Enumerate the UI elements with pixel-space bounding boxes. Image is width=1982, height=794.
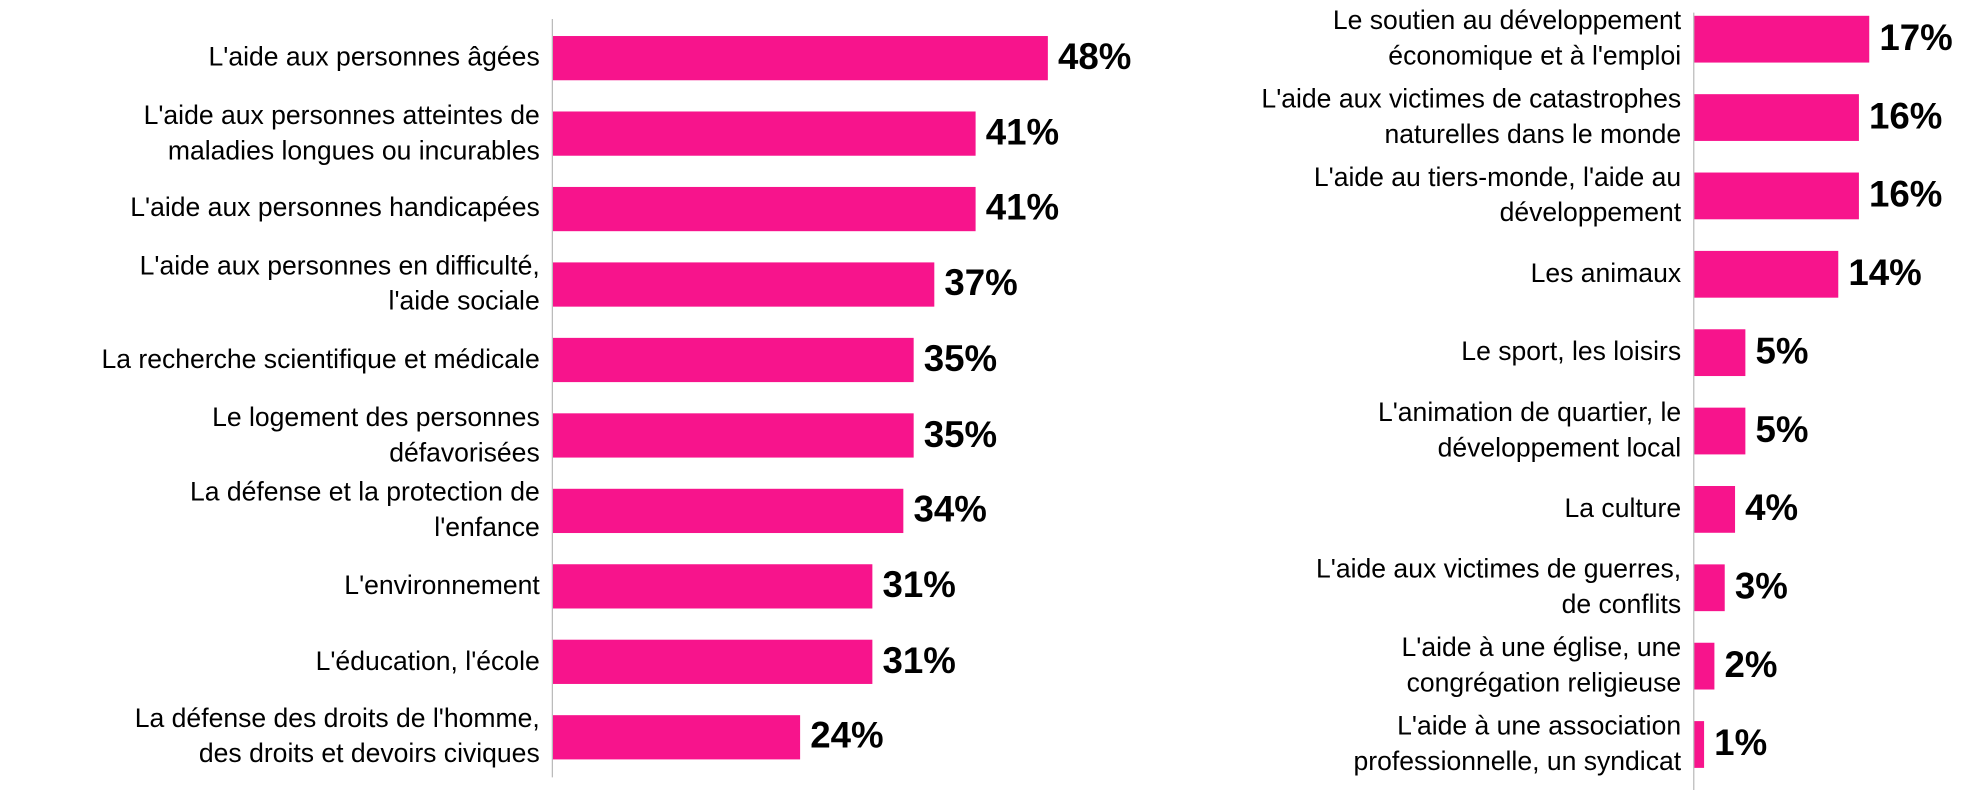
category-label: L'aide à une association professionnelle… bbox=[1353, 711, 1682, 777]
category-label: L'animation de quartier, le développemen… bbox=[1377, 398, 1682, 463]
value-label: 31% bbox=[882, 565, 956, 606]
category-label: L'aide à une église, une congrégation re… bbox=[1401, 633, 1682, 698]
value-label: 4% bbox=[1745, 488, 1799, 529]
category-label: Le logement des personnes défavorisées bbox=[212, 402, 540, 468]
category-label: L'aide au tiers-monde, l'aide au dévelop… bbox=[1313, 163, 1682, 228]
category-label: L'environnement bbox=[344, 571, 540, 601]
value-label: 24% bbox=[810, 716, 884, 757]
bar bbox=[1693, 329, 1746, 377]
value-label: 5% bbox=[1755, 331, 1809, 373]
bar bbox=[1693, 642, 1715, 690]
bar bbox=[1693, 721, 1705, 768]
value-label: 35% bbox=[923, 414, 998, 456]
category-label: L'aide aux personnes atteintes de maladi… bbox=[143, 100, 540, 166]
value-label: 1% bbox=[1714, 723, 1768, 765]
category-label: Le soutien au développement économique e… bbox=[1332, 6, 1682, 71]
value-label: 37% bbox=[944, 263, 1018, 305]
bar bbox=[1693, 407, 1746, 455]
bar bbox=[552, 111, 976, 156]
category-label: La recherche scientifique et médicale bbox=[101, 344, 540, 374]
value-label: 31% bbox=[882, 640, 956, 682]
value-label: 5% bbox=[1755, 410, 1809, 451]
value-label: 16% bbox=[1869, 96, 1943, 138]
category-label: L'aide aux personnes âgées bbox=[208, 42, 540, 73]
bar bbox=[552, 186, 976, 232]
bar bbox=[552, 488, 904, 534]
bar bbox=[552, 413, 914, 458]
bar bbox=[1693, 564, 1725, 612]
bar bbox=[552, 337, 914, 383]
value-label: 41% bbox=[985, 112, 1060, 154]
value-label: 41% bbox=[985, 188, 1060, 229]
bar bbox=[1693, 172, 1859, 220]
category-label: L'aide aux personnes en difficulté, l'ai… bbox=[139, 251, 540, 317]
bar bbox=[552, 715, 801, 760]
bar bbox=[552, 639, 873, 684]
category-label: La défense et la protection de l'enfance bbox=[189, 478, 540, 543]
value-label: 16% bbox=[1869, 175, 1943, 216]
value-label: 17% bbox=[1879, 18, 1953, 59]
category-label: L'aide aux victimes de guerres, de confl… bbox=[1316, 554, 1682, 620]
category-label: L'aide aux victimes de catastrophes natu… bbox=[1261, 84, 1682, 150]
bar bbox=[1693, 250, 1839, 298]
category-label: La défense des droits de l'homme, des dr… bbox=[134, 704, 540, 769]
bar bbox=[552, 564, 873, 609]
bar bbox=[1693, 15, 1870, 63]
bar bbox=[552, 262, 935, 307]
value-label: 2% bbox=[1724, 645, 1778, 686]
bar bbox=[1693, 486, 1736, 533]
bar bbox=[552, 36, 1048, 81]
value-label: 34% bbox=[913, 490, 987, 531]
bar bbox=[1693, 94, 1859, 141]
value-label: 3% bbox=[1734, 566, 1788, 608]
category-label: La culture bbox=[1564, 494, 1682, 524]
category-label: L'aide aux personnes handicapées bbox=[130, 193, 540, 223]
value-label: 48% bbox=[1057, 37, 1132, 78]
value-label: 14% bbox=[1848, 253, 1922, 294]
value-label: 35% bbox=[923, 339, 998, 380]
category-label: L'éducation, l'école bbox=[315, 646, 540, 676]
category-label: Le sport, les loisirs bbox=[1461, 337, 1682, 367]
category-label: Les animaux bbox=[1530, 259, 1682, 289]
